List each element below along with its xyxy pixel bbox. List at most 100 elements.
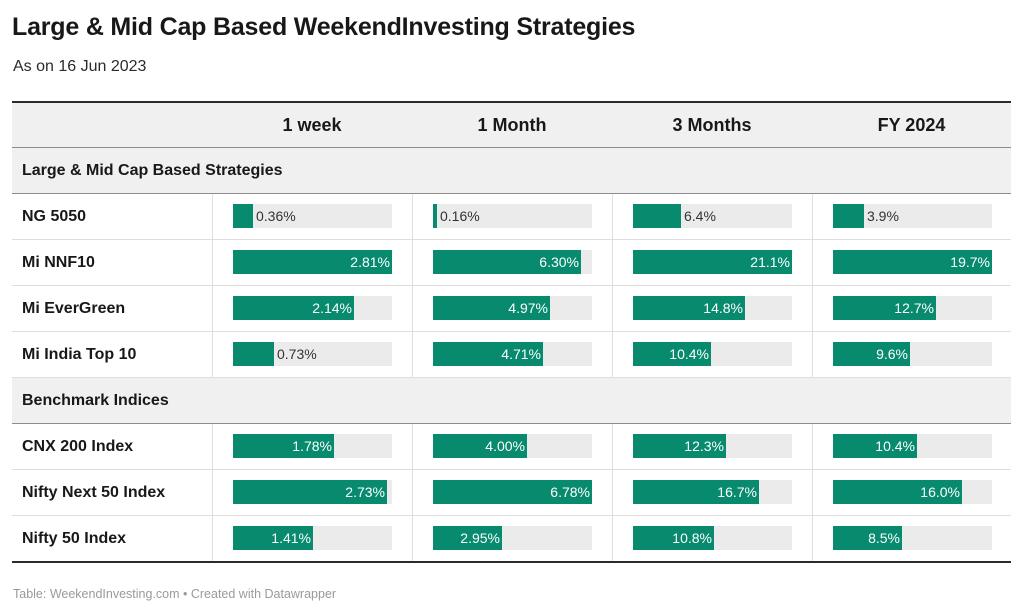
- bar-fill: [833, 526, 902, 550]
- column-divider: [612, 332, 613, 377]
- bar-track: 21.1%: [633, 250, 792, 274]
- bar-fill: [233, 434, 334, 458]
- bar-value-label: 19.7%: [950, 254, 990, 270]
- row-label: NG 5050: [22, 208, 87, 225]
- bar-track: 2.73%: [233, 480, 392, 504]
- bar-cell: 10.4%: [812, 424, 1012, 469]
- bar-fill: [433, 204, 437, 228]
- bar-track: 6.30%: [433, 250, 592, 274]
- bar-fill: [433, 434, 527, 458]
- bar-value-label: 9.6%: [876, 346, 908, 362]
- bar-fill: [633, 296, 745, 320]
- bar-fill: [433, 480, 592, 504]
- column-divider: [612, 516, 613, 561]
- row-label: Mi India Top 10: [22, 346, 137, 363]
- bar-cell: 2.73%: [212, 470, 412, 515]
- bar-fill: [633, 526, 714, 550]
- bar-track: 2.14%: [233, 296, 392, 320]
- col-header-3-months: 3 Months: [672, 115, 752, 135]
- column-divider: [212, 194, 213, 239]
- bar-value-label: 6.4%: [684, 208, 716, 224]
- table-body: Large & Mid Cap Based Strategies NG 5050 0…: [12, 148, 1011, 563]
- bar-cell: 6.4%: [612, 194, 812, 239]
- bar-cell: 1.78%: [212, 424, 412, 469]
- column-divider: [412, 286, 413, 331]
- bar-fill: [633, 250, 792, 274]
- col-header-1-week: 1 week: [282, 115, 342, 135]
- bar-fill: [233, 250, 392, 274]
- bar-value-label: 4.71%: [501, 346, 541, 362]
- bar-cell: 12.3%: [612, 424, 812, 469]
- bar-value-label: 0.73%: [277, 346, 317, 362]
- table-row: Mi India Top 10 0.73% 4.71% 10.4% 9.6%: [12, 332, 1011, 378]
- bar-value-label: 2.73%: [345, 484, 385, 500]
- bar-track: 2.95%: [433, 526, 592, 550]
- column-divider: [412, 470, 413, 515]
- bar-value-label: 16.7%: [717, 484, 757, 500]
- bar-track: 12.3%: [633, 434, 792, 458]
- bar-track: 4.00%: [433, 434, 592, 458]
- bar-cell: 8.5%: [812, 516, 1012, 561]
- column-divider: [612, 470, 613, 515]
- bar-track: 0.16%: [433, 204, 592, 228]
- bar-cell: 4.00%: [412, 424, 612, 469]
- bar-cell: 4.97%: [412, 286, 612, 331]
- bar-fill: [433, 250, 581, 274]
- table-row: NG 5050 0.36% 0.16% 6.4% 3.9%: [12, 194, 1011, 240]
- col-header-1-month: 1 Month: [477, 115, 547, 135]
- column-divider: [812, 424, 813, 469]
- column-divider: [812, 286, 813, 331]
- bar-fill: [633, 204, 681, 228]
- bar-value-label: 21.1%: [750, 254, 790, 270]
- bar-value-label: 0.16%: [440, 208, 480, 224]
- bar-cell: 2.81%: [212, 240, 412, 285]
- column-divider: [412, 516, 413, 561]
- bar-fill: [233, 342, 274, 366]
- bar-track: 1.41%: [233, 526, 392, 550]
- bar-cell: 4.71%: [412, 332, 612, 377]
- bar-fill: [233, 296, 354, 320]
- bar-track: 6.4%: [633, 204, 792, 228]
- bar-fill: [233, 526, 313, 550]
- column-divider: [412, 194, 413, 239]
- bar-cell: 16.7%: [612, 470, 812, 515]
- bar-track: 14.8%: [633, 296, 792, 320]
- bar-value-label: 4.00%: [485, 438, 525, 454]
- bar-track: 0.73%: [233, 342, 392, 366]
- header-row: 1 week 1 Month 3 Months FY 2024: [12, 101, 1011, 148]
- column-divider: [612, 240, 613, 285]
- bar-value-label: 14.8%: [703, 300, 743, 316]
- row-label: Nifty Next 50 Index: [22, 484, 166, 501]
- bar-cell: 0.36%: [212, 194, 412, 239]
- bar-track: 9.6%: [833, 342, 992, 366]
- column-divider: [812, 240, 813, 285]
- bar-value-label: 1.41%: [271, 530, 311, 546]
- table-row: Nifty 50 Index 1.41% 2.95% 10.8% 8.5%: [12, 516, 1011, 563]
- bar-value-label: 2.81%: [350, 254, 390, 270]
- column-divider: [212, 424, 213, 469]
- column-divider: [812, 470, 813, 515]
- bar-fill: [833, 434, 917, 458]
- bar-track: 3.9%: [833, 204, 992, 228]
- bar-track: 8.5%: [833, 526, 992, 550]
- bar-fill: [833, 204, 864, 228]
- column-divider: [212, 332, 213, 377]
- bar-cell: 2.95%: [412, 516, 612, 561]
- bar-value-label: 6.30%: [539, 254, 579, 270]
- bar-cell: 1.41%: [212, 516, 412, 561]
- bar-fill: [833, 480, 962, 504]
- bar-value-label: 2.14%: [312, 300, 352, 316]
- bar-value-label: 16.0%: [920, 484, 960, 500]
- bar-value-label: 10.4%: [875, 438, 915, 454]
- row-label: CNX 200 Index: [22, 438, 134, 455]
- source-footer: Table: WeekendInvesting.com • Created wi…: [13, 587, 337, 601]
- bar-cell: 6.30%: [412, 240, 612, 285]
- group-header-row: Large & Mid Cap Based Strategies: [12, 148, 1011, 194]
- row-label: Nifty 50 Index: [22, 530, 127, 547]
- bar-track: 6.78%: [433, 480, 592, 504]
- bar-track: 16.7%: [633, 480, 792, 504]
- bar-fill: [633, 434, 726, 458]
- column-divider: [612, 286, 613, 331]
- bar-cell: 3.9%: [812, 194, 1012, 239]
- column-divider: [412, 240, 413, 285]
